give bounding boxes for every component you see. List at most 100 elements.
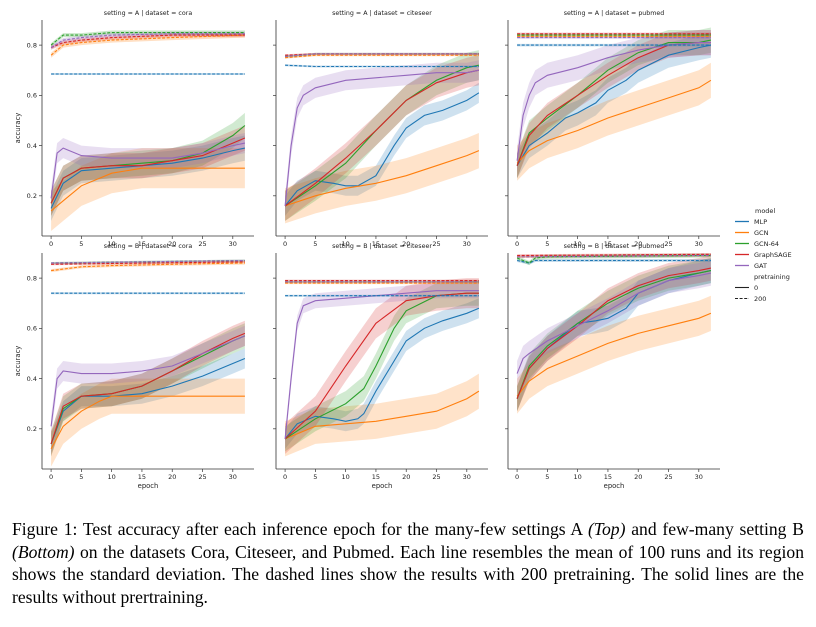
x-tick-label: 5 <box>79 473 83 481</box>
x-tick-label: 25 <box>198 473 206 481</box>
x-tick-label: 5 <box>79 240 83 248</box>
y-tick-label: 0.2 <box>27 425 37 433</box>
line-graphsage-pretrain-0 <box>284 292 479 440</box>
legend-title-model: model <box>755 207 775 215</box>
line-gat-pretrain-200 <box>517 254 711 258</box>
band-gcn-pretrain-0 <box>285 133 479 224</box>
band-gat-pretrain-0 <box>285 60 479 216</box>
x-tick-label: 0 <box>515 240 519 248</box>
line-gcn-pretrain-0 <box>50 395 245 450</box>
panel-title: setting = A | dataset = citeseer <box>332 10 432 17</box>
x-tick-label: 20 <box>168 473 176 481</box>
x-tick-label: 15 <box>138 240 146 248</box>
x-tick-label: 20 <box>168 240 176 248</box>
band-mlp-pretrain-0 <box>517 258 711 412</box>
panel-title: setting = B | dataset = citeseer <box>332 243 432 250</box>
y-tick-label: 0.4 <box>27 375 37 383</box>
legend-label-pretraining-0: 0 <box>754 284 758 292</box>
caption-italic-top: (Top) <box>587 519 626 539</box>
line-graphsage-pretrain-200 <box>517 253 711 257</box>
band-mlp-pretrain-0 <box>285 298 479 449</box>
panel-title: setting = B | dataset = cora <box>104 243 193 250</box>
caption-text-2: and few-many setting B <box>625 519 804 539</box>
panel-setting-b-dataset-pubmed: setting = B | dataset = pubmed 0 5 10 15 20 25… <box>505 243 720 490</box>
x-tick-label: 30 <box>463 240 471 248</box>
panel-setting-a-dataset-citeseer: setting = A | dataset = citeseer 0 5 10 15 20… <box>273 10 488 248</box>
band-gcn-64-pretrain-0 <box>285 50 479 221</box>
x-tick-label: 25 <box>664 473 672 481</box>
panel-title: setting = A | dataset = cora <box>104 10 193 17</box>
y-tick-label: 0.2 <box>27 192 37 200</box>
y-tick-label: 0.4 <box>27 142 37 150</box>
y-tick-label: 0.6 <box>27 325 37 333</box>
x-tick-label: 15 <box>372 240 380 248</box>
x-tick-label: 20 <box>402 473 410 481</box>
y-tick-label: 0.8 <box>27 274 37 282</box>
panel-title: setting = A | dataset = pubmed <box>564 10 665 17</box>
caption-text-1: Figure 1: Test accuracy after each infer… <box>12 519 588 539</box>
line-gat-pretrain-0 <box>50 335 246 427</box>
legend-label-graphsage: GraphSAGE <box>754 251 792 259</box>
line-gcn-pretrain-200 <box>285 54 479 59</box>
chart-legend: model MLP GCN GCN-64 GraphSAGE GAT pretraining… <box>735 207 792 303</box>
line-gat-pretrain-0 <box>50 142 246 199</box>
line-gcn-pretrain-0 <box>516 79 712 164</box>
band-mlp-pretrain-200 <box>517 259 711 265</box>
caption-text-3: on the datasets Cora, Citeseer, and Pubm… <box>12 541 804 607</box>
line-gat-pretrain-200 <box>50 33 245 49</box>
panel-setting-b-dataset-citeseer: setting = B | dataset = citeseer 0 5 10 15 20… <box>273 243 488 490</box>
x-tick-label: 5 <box>545 473 549 481</box>
legend-label-pretraining-200: 200 <box>754 295 766 303</box>
x-tick-label: 0 <box>49 240 53 248</box>
x-tick-label: 30 <box>695 240 703 248</box>
band-graphsage-pretrain-0 <box>517 30 711 179</box>
band-graphsage-pretrain-0 <box>51 320 245 457</box>
x-tick-label: 25 <box>664 240 672 248</box>
x-tick-label: 30 <box>463 473 471 481</box>
band-mlp-pretrain-0 <box>285 82 479 216</box>
x-axis-label: epoch <box>138 482 159 490</box>
x-tick-label: 10 <box>574 240 582 248</box>
x-tick-label: 15 <box>372 473 380 481</box>
x-tick-label: 0 <box>283 473 287 481</box>
line-gat-pretrain-0 <box>284 69 480 206</box>
legend-title-pretraining: pretraining <box>754 273 790 281</box>
line-gat-pretrain-200 <box>285 53 479 57</box>
x-tick-label: 10 <box>342 473 350 481</box>
line-mlp-pretrain-0 <box>50 357 246 445</box>
x-tick-label: 0 <box>49 473 53 481</box>
band-gcn-pretrain-0 <box>517 62 711 181</box>
band-gcn-64-pretrain-0 <box>517 258 711 412</box>
line-gcn-pretrain-200 <box>51 262 245 272</box>
band-graphsage-pretrain-0 <box>517 255 711 412</box>
x-tick-label: 15 <box>604 240 612 248</box>
band-graphsage-pretrain-200 <box>51 33 245 50</box>
band-gcn-64-pretrain-0 <box>285 280 479 452</box>
line-graphsage-pretrain-200 <box>50 34 245 49</box>
figure-chart: setting = A | dataset = cora 0 5 10 15 20 25 30… <box>14 10 792 490</box>
band-gcn-pretrain-200 <box>51 261 245 273</box>
x-tick-label: 20 <box>634 240 642 248</box>
band-gat-pretrain-0 <box>285 283 479 447</box>
band-gat-pretrain-0 <box>517 260 711 387</box>
line-mlp-pretrain-0 <box>516 44 712 166</box>
line-gat-pretrain-200 <box>51 259 245 264</box>
x-tick-label: 10 <box>108 240 116 248</box>
line-gat-pretrain-0 <box>284 290 479 439</box>
x-tick-label: 25 <box>432 473 440 481</box>
legend-label-gcn: GCN <box>754 229 769 237</box>
x-tick-label: 25 <box>432 240 440 248</box>
x-axis-label: epoch <box>604 482 625 490</box>
x-tick-label: 15 <box>604 473 612 481</box>
x-axis-label: epoch <box>372 482 393 490</box>
line-mlp-pretrain-200 <box>516 259 711 264</box>
x-tick-label: 30 <box>695 473 703 481</box>
band-graphsage-pretrain-0 <box>285 55 479 221</box>
y-axis-label: accuracy <box>14 346 22 377</box>
x-tick-label: 5 <box>545 240 549 248</box>
figure-caption: Figure 1: Test accuracy after each infer… <box>12 518 804 608</box>
band-mlp-pretrain-0 <box>517 32 711 179</box>
band-gcn-pretrain-0 <box>517 295 711 414</box>
band-gat-pretrain-0 <box>51 133 245 209</box>
band-graphsage-pretrain-0 <box>51 125 245 216</box>
